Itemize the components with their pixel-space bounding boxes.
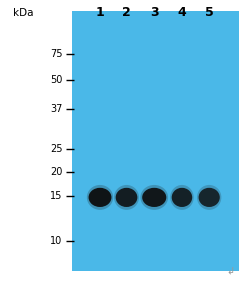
Ellipse shape	[89, 188, 111, 207]
FancyBboxPatch shape	[72, 11, 239, 271]
Ellipse shape	[170, 185, 194, 210]
Text: 5: 5	[205, 6, 214, 19]
Text: 15: 15	[50, 191, 63, 201]
Text: 1: 1	[96, 6, 104, 19]
Text: 75: 75	[50, 49, 63, 59]
Ellipse shape	[141, 185, 168, 210]
Text: 3: 3	[150, 6, 159, 19]
Text: 50: 50	[50, 74, 63, 85]
Text: 4: 4	[178, 6, 186, 19]
Text: 10: 10	[50, 236, 63, 246]
Ellipse shape	[116, 188, 137, 207]
Text: kDa: kDa	[13, 8, 34, 18]
Text: 25: 25	[50, 144, 63, 155]
Text: 20: 20	[50, 167, 63, 177]
Ellipse shape	[114, 185, 139, 210]
Ellipse shape	[142, 188, 166, 207]
Ellipse shape	[172, 188, 192, 207]
Text: 2: 2	[122, 6, 131, 19]
Text: 37: 37	[50, 103, 63, 114]
Text: ↲: ↲	[227, 267, 235, 277]
Ellipse shape	[199, 188, 220, 207]
Ellipse shape	[197, 185, 221, 210]
Ellipse shape	[87, 185, 113, 210]
